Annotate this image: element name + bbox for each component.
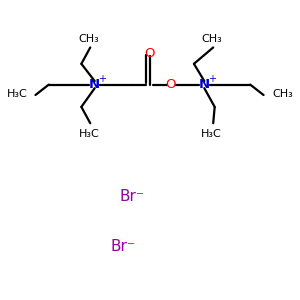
Text: O: O bbox=[144, 47, 155, 60]
Text: H₃C: H₃C bbox=[78, 129, 99, 139]
Text: +: + bbox=[208, 74, 216, 84]
Text: CH₃: CH₃ bbox=[272, 88, 293, 98]
Text: CH₃: CH₃ bbox=[201, 34, 222, 44]
Text: N: N bbox=[199, 78, 210, 91]
Text: H₃C: H₃C bbox=[201, 129, 222, 139]
Text: H₃C: H₃C bbox=[7, 88, 28, 98]
Text: +: + bbox=[98, 74, 106, 84]
Text: Br⁻: Br⁻ bbox=[110, 239, 135, 254]
Text: O: O bbox=[166, 78, 176, 91]
Text: CH₃: CH₃ bbox=[78, 34, 99, 44]
Text: N: N bbox=[89, 78, 100, 91]
Text: Br⁻: Br⁻ bbox=[119, 189, 144, 204]
